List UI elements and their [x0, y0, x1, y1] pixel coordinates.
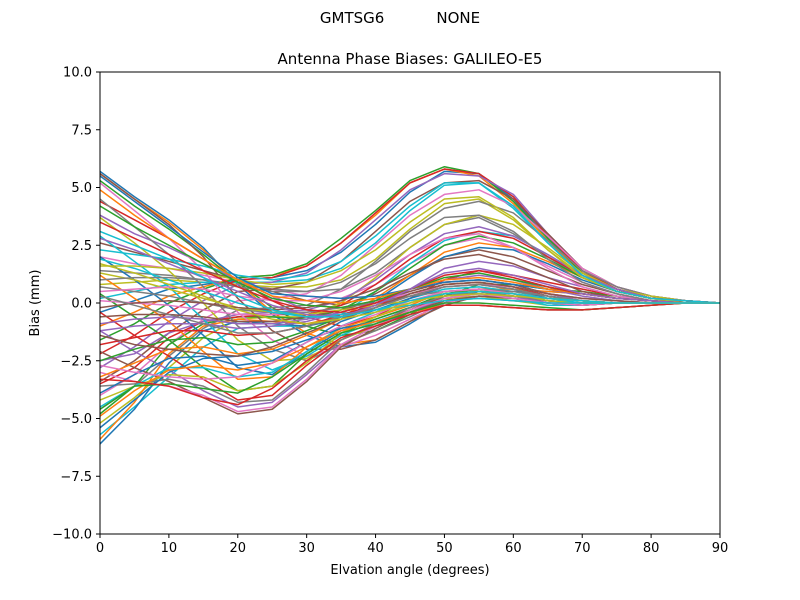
x-tick-label: 30 [298, 541, 315, 556]
y-tick-label: −7.5 [60, 470, 92, 485]
x-axis: 0 10 20 30 40 50 60 70 80 90 [96, 534, 728, 556]
x-tick-label: 70 [574, 541, 591, 556]
x-axis-label: Elvation angle (degrees) [330, 563, 489, 578]
x-tick-label: 60 [505, 541, 522, 556]
y-tick-label: 7.5 [71, 123, 92, 138]
figure-suptitle: GMTSG6 NONE [0, 9, 800, 27]
x-tick-label: 80 [643, 541, 660, 556]
y-tick-label: 5.0 [71, 181, 92, 196]
x-tick-label: 10 [161, 541, 178, 556]
series-line-53 [100, 302, 720, 406]
y-tick-label: −2.5 [60, 354, 92, 369]
series-line-59 [100, 182, 720, 304]
y-tick-label: 10.0 [63, 66, 92, 81]
series-line-57 [100, 214, 720, 304]
suptitle-left: GMTSG6 [319, 9, 385, 27]
x-tick-label: 90 [712, 541, 729, 556]
series-line-17 [100, 200, 720, 410]
x-tick-label: 50 [436, 541, 453, 556]
chart-title: Antenna Phase Biases: GALILEO-E5 [278, 50, 543, 68]
x-tick-label: 40 [367, 541, 384, 556]
series-lines [100, 165, 720, 445]
series-line-65 [100, 281, 720, 357]
series-line-69 [100, 230, 720, 318]
y-tick-label: 2.5 [71, 239, 92, 254]
y-axis: −10.0 −7.5 −5.0 −2.5 0.0 2.5 5.0 7.5 10.0 [52, 66, 100, 543]
y-axis-label: Bias (mm) [28, 270, 43, 337]
series-line-56 [100, 232, 720, 304]
x-tick-label: 0 [96, 541, 104, 556]
x-tick-label: 20 [230, 541, 247, 556]
y-tick-label: −10.0 [52, 528, 92, 543]
y-tick-label: −5.0 [60, 412, 92, 427]
suptitle-right: NONE [436, 9, 481, 27]
y-tick-label: 0.0 [71, 297, 92, 312]
